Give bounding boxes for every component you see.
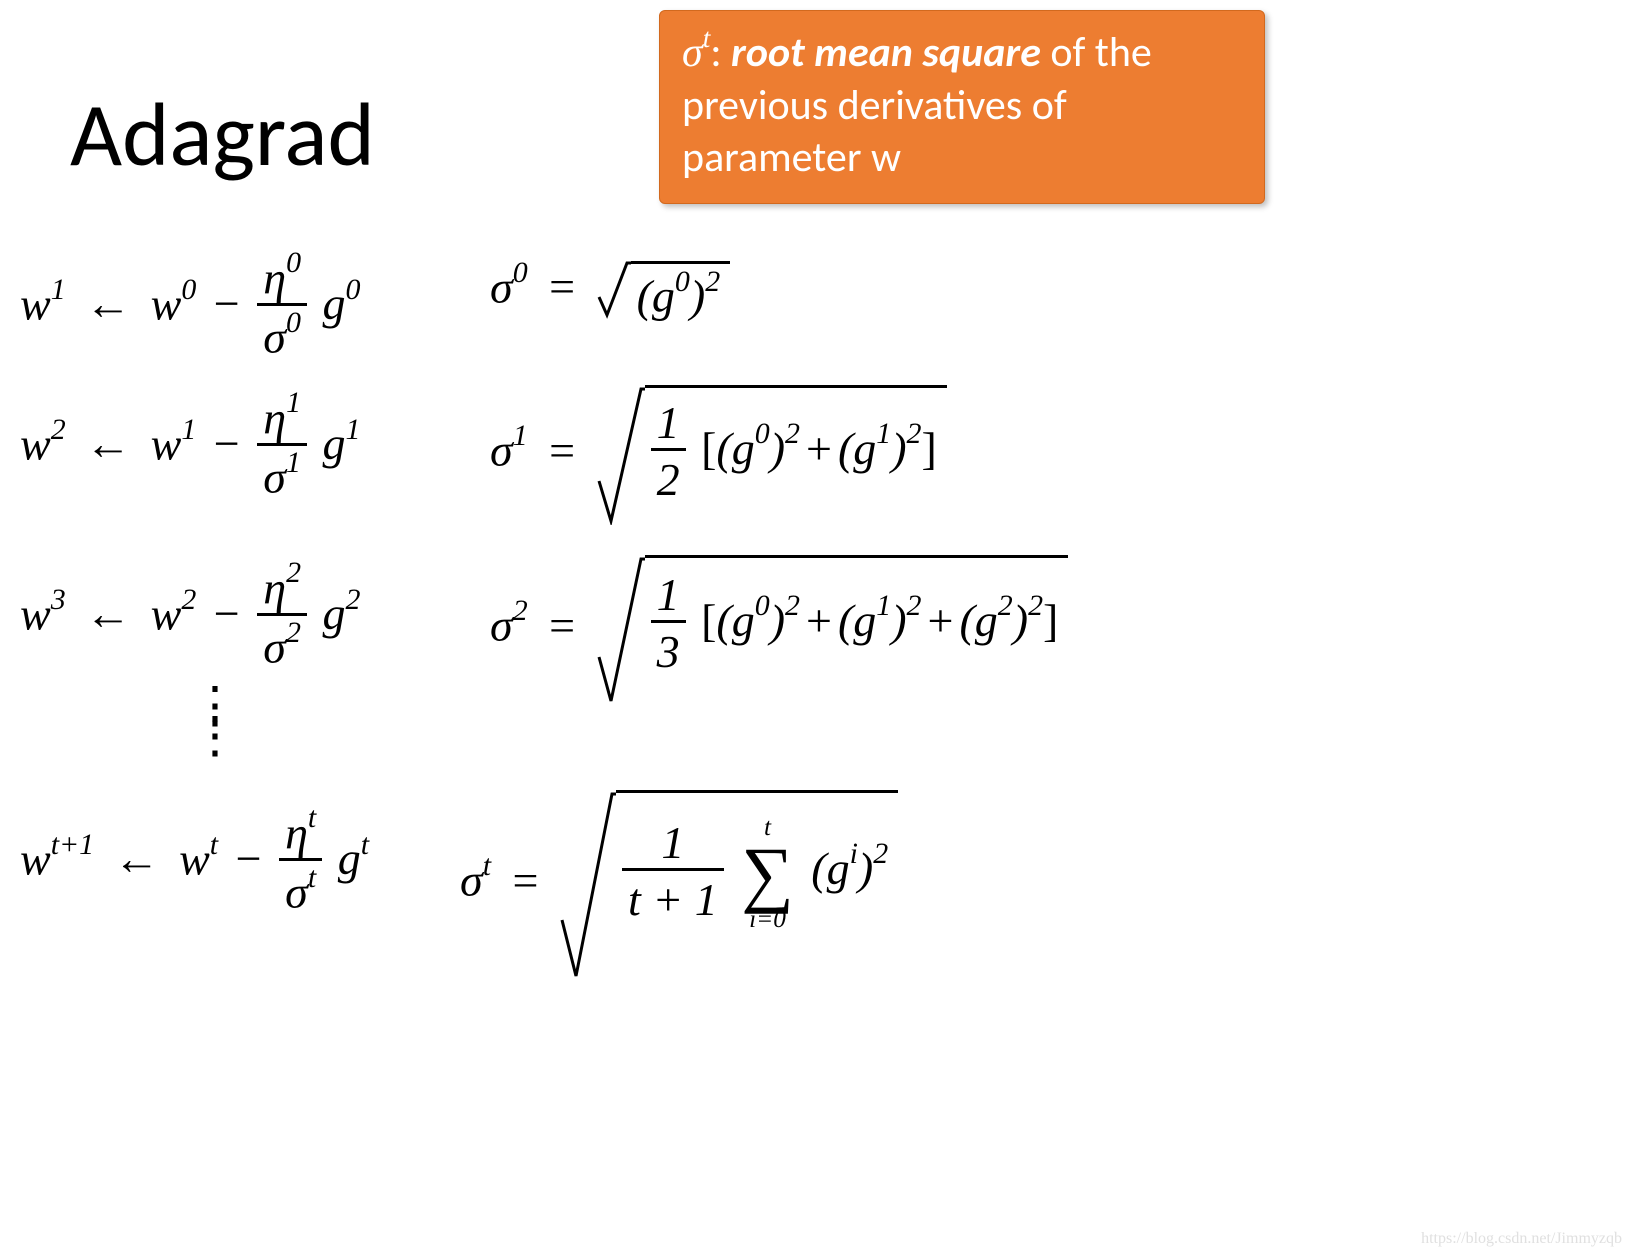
slide-title: Adagrad	[70, 80, 375, 190]
eq-sigma2: σ2 = 1 3 [(g0)2+(g1)2+(g2)2]	[490, 555, 1068, 705]
eq-w-rowt: wt+1 ← wt − ηt σt gt	[20, 810, 369, 918]
callout-rms: root mean square	[731, 27, 1041, 78]
callout-colon: :	[710, 27, 731, 78]
watermark: https://blog.csdn.net/Jimmyzqb	[1421, 1230, 1622, 1248]
sqrt-icon	[597, 385, 645, 525]
vdots: ⋮⋮	[190, 690, 240, 750]
eq-w-row1: w2 ← w1 − η1 σ1 g1	[20, 395, 360, 503]
sqrt-icon	[597, 555, 645, 705]
callout-box: σt: root mean square of the previous der…	[659, 10, 1265, 204]
sqrt-icon	[597, 261, 631, 319]
sqrt-icon	[560, 790, 616, 980]
eq-w-row2: w3 ← w2 − η2 σ2 g2	[20, 565, 360, 673]
eq-w-row0: w1 ← w0 − η0 σ0 g0	[20, 255, 360, 363]
eq-sigmat: σt = 1 t + 1 t ∑ i=0 (gi)2	[460, 790, 898, 980]
eq-sigma0: σ0 = (g0)2	[490, 260, 730, 322]
eq-sigma1: σ1 = 1 2 [(g0)2+(g1)2]	[490, 385, 947, 525]
callout-sigma: σt	[682, 30, 710, 76]
